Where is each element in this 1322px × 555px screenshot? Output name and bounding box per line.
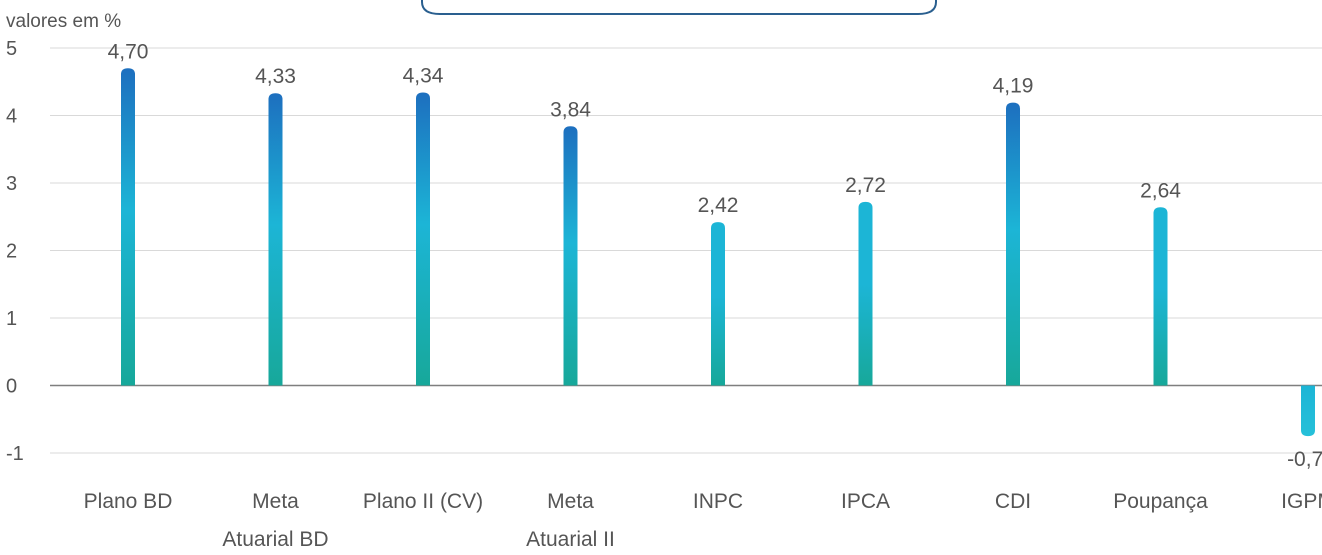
y-tick-label: 4 xyxy=(6,106,17,128)
data-label-8: -0,75 xyxy=(1287,448,1322,471)
bar-1 xyxy=(268,93,283,386)
category-label-3: Meta xyxy=(547,490,594,513)
data-label-0: 4,70 xyxy=(108,40,149,63)
bar-8 xyxy=(1301,385,1315,437)
data-label-4: 2,42 xyxy=(698,194,739,217)
data-label-5: 2,72 xyxy=(845,174,886,197)
bar-0 xyxy=(121,68,135,386)
bar-3 xyxy=(563,126,578,386)
category-label-1: Meta xyxy=(252,490,299,513)
bar-7 xyxy=(1153,207,1168,386)
category-label-5: IPCA xyxy=(841,490,890,513)
y-axis-ticks: -1 0 1 2 3 4 5 xyxy=(6,38,24,465)
data-label-6: 4,19 xyxy=(993,75,1034,98)
y-tick-label: 1 xyxy=(6,308,17,330)
category-label-2: Plano II (CV) xyxy=(363,490,483,513)
bar-4 xyxy=(711,222,725,386)
title-box-outline xyxy=(421,0,937,15)
data-label-3: 3,84 xyxy=(550,98,591,121)
category-label-1: Atuarial BD xyxy=(222,528,328,551)
category-label-3: Atuarial II xyxy=(526,528,615,551)
unit-label: valores em % xyxy=(6,11,121,32)
category-label-0: Plano BD xyxy=(84,490,173,513)
data-label-2: 4,34 xyxy=(403,65,444,88)
category-label-7: Poupança xyxy=(1113,490,1208,513)
category-labels: Plano BD Meta Atuarial BD Plano II (CV) Meta… xyxy=(84,490,1322,551)
y-tick-label: 2 xyxy=(6,241,17,263)
category-label-4: INPC xyxy=(693,490,743,513)
bar-6 xyxy=(1006,102,1020,386)
data-labels: 4,70 4,33 4,34 3,84 2,42 2,72 4,19 2,64 -0,75 xyxy=(108,40,1322,471)
y-tick-label: 3 xyxy=(6,173,17,195)
gridlines xyxy=(50,47,1322,454)
category-label-6: CDI xyxy=(995,490,1031,513)
y-tick-label: 5 xyxy=(6,38,17,60)
bars xyxy=(121,68,1315,437)
y-tick-label: 0 xyxy=(6,376,17,398)
data-label-7: 2,64 xyxy=(1140,179,1181,202)
category-label-8: IGPM xyxy=(1281,490,1322,513)
bar-2 xyxy=(416,92,430,386)
bar-5 xyxy=(858,201,873,386)
data-label-1: 4,33 xyxy=(255,65,296,88)
y-tick-label: -1 xyxy=(6,443,24,465)
